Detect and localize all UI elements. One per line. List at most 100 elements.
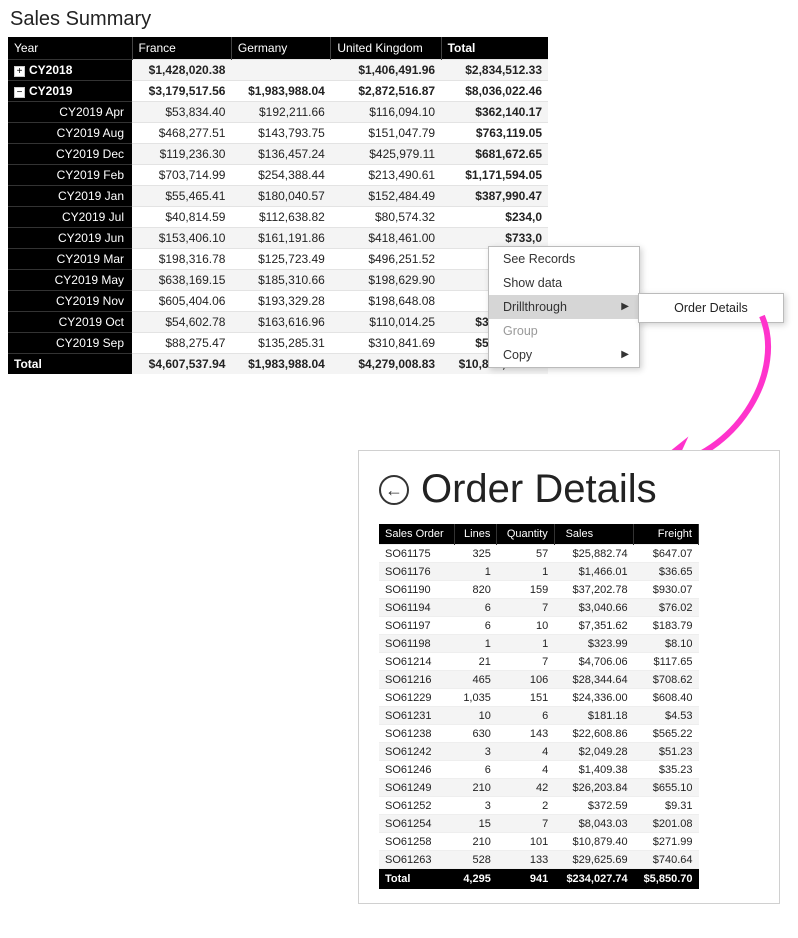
details-cell[interactable]: 1 xyxy=(455,563,497,581)
expand-icon[interactable]: + xyxy=(14,66,25,77)
details-cell[interactable]: 1 xyxy=(497,635,554,653)
details-cell[interactable]: SO61176 xyxy=(379,563,455,581)
summary-cell[interactable]: $198,316.78 xyxy=(132,249,231,270)
details-cell[interactable]: $4.53 xyxy=(634,707,699,725)
details-cell[interactable]: 528 xyxy=(455,851,497,869)
summary-cell[interactable]: $136,457.24 xyxy=(231,144,330,165)
details-cell[interactable]: SO61194 xyxy=(379,599,455,617)
summary-cell[interactable]: $468,277.51 xyxy=(132,123,231,144)
details-cell[interactable]: 57 xyxy=(497,545,554,563)
details-cell[interactable]: $9.31 xyxy=(634,797,699,815)
details-cell[interactable]: $26,203.84 xyxy=(554,779,633,797)
details-cell[interactable]: $2,049.28 xyxy=(554,743,633,761)
year-row-CY2018[interactable]: +CY2018 xyxy=(8,60,132,81)
summary-cell[interactable]: $185,310.66 xyxy=(231,270,330,291)
submenu-item-order-details[interactable]: Order Details xyxy=(639,298,783,318)
summary-cell[interactable]: $703,714.99 xyxy=(132,165,231,186)
details-col-sales-order[interactable]: Sales Order xyxy=(379,524,455,545)
summary-cell[interactable]: $55,465.41 xyxy=(132,186,231,207)
details-cell[interactable]: 6 xyxy=(455,761,497,779)
summary-cell[interactable]: $40,814.59 xyxy=(132,207,231,228)
details-cell[interactable]: $201.08 xyxy=(634,815,699,833)
collapse-icon[interactable]: − xyxy=(14,87,25,98)
summary-cell[interactable]: $4,279,008.83 xyxy=(331,354,441,375)
details-cell[interactable]: SO61190 xyxy=(379,581,455,599)
summary-cell[interactable]: $192,211.66 xyxy=(231,102,330,123)
details-cell[interactable]: 4 xyxy=(497,761,554,779)
summary-cell[interactable]: $310,841.69 xyxy=(331,333,441,354)
year-row-CY2019[interactable]: −CY2019 xyxy=(8,81,132,102)
summary-cell[interactable]: $1,983,988.04 xyxy=(231,81,330,102)
summary-cell[interactable]: $116,094.10 xyxy=(331,102,441,123)
details-cell[interactable]: 325 xyxy=(455,545,497,563)
summary-cell[interactable]: $638,169.15 xyxy=(132,270,231,291)
month-row-CY2019-Mar[interactable]: CY2019 Mar xyxy=(8,249,132,270)
month-row-CY2019-Nov[interactable]: CY2019 Nov xyxy=(8,291,132,312)
details-col-quantity[interactable]: Quantity xyxy=(497,524,554,545)
summary-col-total[interactable]: Total xyxy=(441,37,548,60)
details-cell[interactable]: 143 xyxy=(497,725,554,743)
summary-cell[interactable]: $198,648.08 xyxy=(331,291,441,312)
summary-cell[interactable]: $180,040.57 xyxy=(231,186,330,207)
month-row-CY2019-Jul[interactable]: CY2019 Jul xyxy=(8,207,132,228)
month-row-CY2019-May[interactable]: CY2019 May xyxy=(8,270,132,291)
details-col-freight[interactable]: Freight xyxy=(634,524,699,545)
details-cell[interactable]: 6 xyxy=(455,617,497,635)
details-cell[interactable]: 7 xyxy=(497,653,554,671)
summary-cell[interactable]: $4,607,537.94 xyxy=(132,354,231,375)
details-cell[interactable]: $28,344.64 xyxy=(554,671,633,689)
details-cell[interactable]: $8.10 xyxy=(634,635,699,653)
summary-cell[interactable]: $1,171,594.05 xyxy=(441,165,548,186)
details-cell[interactable]: 6 xyxy=(497,707,554,725)
details-cell[interactable]: 159 xyxy=(497,581,554,599)
details-cell[interactable]: SO61214 xyxy=(379,653,455,671)
summary-cell[interactable]: $418,461.00 xyxy=(331,228,441,249)
details-cell[interactable]: $565.22 xyxy=(634,725,699,743)
details-cell[interactable]: $7,351.62 xyxy=(554,617,633,635)
details-cell[interactable]: $35.23 xyxy=(634,761,699,779)
details-cell[interactable]: $22,608.86 xyxy=(554,725,633,743)
summary-cell[interactable]: $53,834.40 xyxy=(132,102,231,123)
summary-cell[interactable]: $119,236.30 xyxy=(132,144,231,165)
details-cell[interactable]: $24,336.00 xyxy=(554,689,633,707)
details-cell[interactable]: 1 xyxy=(497,563,554,581)
summary-cell[interactable]: $152,484.49 xyxy=(331,186,441,207)
details-cell[interactable]: $372.59 xyxy=(554,797,633,815)
summary-cell[interactable]: $234,0 xyxy=(441,207,548,228)
details-cell[interactable]: $1,466.01 xyxy=(554,563,633,581)
summary-cell[interactable]: $2,872,516.87 xyxy=(331,81,441,102)
details-cell[interactable]: SO61197 xyxy=(379,617,455,635)
details-cell[interactable]: 2 xyxy=(497,797,554,815)
summary-cell[interactable]: $254,388.44 xyxy=(231,165,330,186)
summary-cell[interactable]: $681,672.65 xyxy=(441,144,548,165)
summary-cell[interactable]: $193,329.28 xyxy=(231,291,330,312)
summary-cell[interactable]: $163,616.96 xyxy=(231,312,330,333)
summary-cell[interactable]: $8,036,022.46 xyxy=(441,81,548,102)
summary-cell[interactable]: $763,119.05 xyxy=(441,123,548,144)
details-cell[interactable]: $36.65 xyxy=(634,563,699,581)
details-cell[interactable]: 7 xyxy=(497,599,554,617)
summary-col-france[interactable]: France xyxy=(132,37,231,60)
details-cell[interactable]: SO61254 xyxy=(379,815,455,833)
month-row-CY2019-Oct[interactable]: CY2019 Oct xyxy=(8,312,132,333)
details-cell[interactable]: SO61231 xyxy=(379,707,455,725)
details-cell[interactable]: 10 xyxy=(497,617,554,635)
details-cell[interactable]: 7 xyxy=(497,815,554,833)
menu-item-copy[interactable]: Copy▶ xyxy=(489,343,639,367)
details-cell[interactable]: $740.64 xyxy=(634,851,699,869)
summary-cell[interactable]: $54,602.78 xyxy=(132,312,231,333)
details-cell[interactable]: SO61238 xyxy=(379,725,455,743)
summary-cell[interactable]: $425,979.11 xyxy=(331,144,441,165)
menu-item-drillthrough[interactable]: Drillthrough▶ xyxy=(489,295,639,319)
details-cell[interactable]: SO61242 xyxy=(379,743,455,761)
details-cell[interactable]: 3 xyxy=(455,743,497,761)
summary-cell[interactable]: $135,285.31 xyxy=(231,333,330,354)
details-cell[interactable]: 1,035 xyxy=(455,689,497,707)
details-cell[interactable]: $37,202.78 xyxy=(554,581,633,599)
details-cell[interactable]: $181.18 xyxy=(554,707,633,725)
summary-cell[interactable]: $1,983,988.04 xyxy=(231,354,330,375)
details-cell[interactable]: $183.79 xyxy=(634,617,699,635)
details-col-lines[interactable]: Lines xyxy=(455,524,497,545)
details-cell[interactable]: 151 xyxy=(497,689,554,707)
details-cell[interactable]: 4 xyxy=(497,743,554,761)
